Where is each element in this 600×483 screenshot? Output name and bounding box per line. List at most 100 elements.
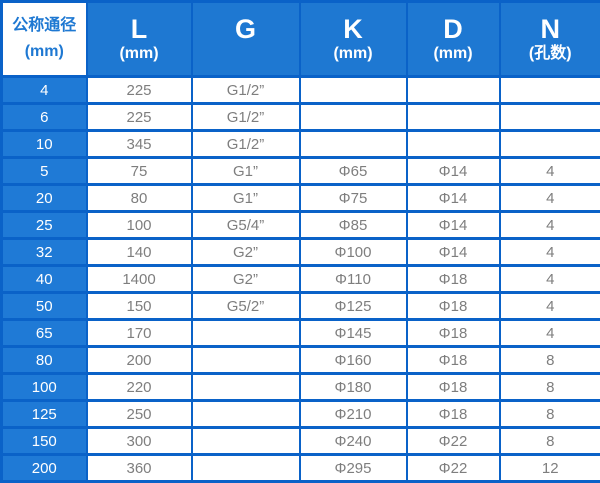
table-cell: 4 bbox=[500, 185, 600, 212]
table-cell: G2” bbox=[192, 239, 300, 266]
row-header: 25 bbox=[2, 212, 87, 239]
corner-header-title: 公称通径 bbox=[3, 13, 86, 39]
column-header-D: D (mm) bbox=[407, 2, 500, 77]
table-cell bbox=[192, 374, 300, 401]
table-cell bbox=[300, 77, 407, 104]
corner-header: 公称通径 (mm) bbox=[2, 2, 87, 77]
table-cell bbox=[192, 320, 300, 347]
table-cell: Φ85 bbox=[300, 212, 407, 239]
column-header-N: N (孔数) bbox=[500, 2, 600, 77]
table-cell: Φ14 bbox=[407, 212, 500, 239]
table-cell bbox=[192, 347, 300, 374]
table-cell: Φ18 bbox=[407, 266, 500, 293]
table-cell: 140 bbox=[87, 239, 192, 266]
table-cell: 250 bbox=[87, 401, 192, 428]
row-header: 65 bbox=[2, 320, 87, 347]
table-cell: Φ18 bbox=[407, 401, 500, 428]
table-cell bbox=[407, 77, 500, 104]
table-cell: Φ18 bbox=[407, 320, 500, 347]
row-header: 20 bbox=[2, 185, 87, 212]
table-cell: 8 bbox=[500, 347, 600, 374]
table-cell: Φ125 bbox=[300, 293, 407, 320]
table-cell: Φ180 bbox=[300, 374, 407, 401]
table-cell: 225 bbox=[87, 104, 192, 131]
table-cell: 200 bbox=[87, 347, 192, 374]
table-cell bbox=[192, 428, 300, 455]
table-cell: 4 bbox=[500, 293, 600, 320]
table-cell: Φ65 bbox=[300, 158, 407, 185]
table-cell: Φ240 bbox=[300, 428, 407, 455]
table-cell: 345 bbox=[87, 131, 192, 158]
table-cell: G1/2” bbox=[192, 77, 300, 104]
table-cell: Φ14 bbox=[407, 158, 500, 185]
row-header: 5 bbox=[2, 158, 87, 185]
table-cell: 170 bbox=[87, 320, 192, 347]
table-cell: Φ22 bbox=[407, 428, 500, 455]
table-cell: Φ295 bbox=[300, 455, 407, 482]
table-cell: 75 bbox=[87, 158, 192, 185]
table-cell: Φ18 bbox=[407, 293, 500, 320]
row-header: 4 bbox=[2, 77, 87, 104]
row-header: 200 bbox=[2, 455, 87, 482]
table-cell: Φ210 bbox=[300, 401, 407, 428]
table-cell: Φ18 bbox=[407, 347, 500, 374]
table-cell: G1” bbox=[192, 158, 300, 185]
row-header: 150 bbox=[2, 428, 87, 455]
table-cell: Φ14 bbox=[407, 185, 500, 212]
table-cell: 300 bbox=[87, 428, 192, 455]
table-cell: Φ18 bbox=[407, 374, 500, 401]
table-cell: Φ110 bbox=[300, 266, 407, 293]
corner-header-unit: (mm) bbox=[3, 39, 86, 65]
column-header-K: K (mm) bbox=[300, 2, 407, 77]
row-header: 10 bbox=[2, 131, 87, 158]
table-cell: 8 bbox=[500, 401, 600, 428]
table-cell: G5/2” bbox=[192, 293, 300, 320]
table-cell: 4 bbox=[500, 239, 600, 266]
table-cell bbox=[300, 131, 407, 158]
table-cell bbox=[407, 104, 500, 131]
table-cell: 12 bbox=[500, 455, 600, 482]
table-cell: G1/2” bbox=[192, 131, 300, 158]
table-cell: Φ14 bbox=[407, 239, 500, 266]
table-cell: Φ75 bbox=[300, 185, 407, 212]
table-cell bbox=[192, 455, 300, 482]
table-cell: 4 bbox=[500, 320, 600, 347]
table-cell: 8 bbox=[500, 374, 600, 401]
table-cell: Φ145 bbox=[300, 320, 407, 347]
table-cell: 220 bbox=[87, 374, 192, 401]
table-cell: Φ22 bbox=[407, 455, 500, 482]
row-header: 6 bbox=[2, 104, 87, 131]
table-cell: 4 bbox=[500, 212, 600, 239]
header-row: 公称通径 (mm) L (mm) G K (mm) D (mm) N (孔数) bbox=[2, 2, 600, 77]
table-cell: G1/2” bbox=[192, 104, 300, 131]
table-cell: G2” bbox=[192, 266, 300, 293]
row-header: 80 bbox=[2, 347, 87, 374]
table-cell: Φ160 bbox=[300, 347, 407, 374]
table-cell: 360 bbox=[87, 455, 192, 482]
table-cell: G5/4” bbox=[192, 212, 300, 239]
table-cell bbox=[500, 131, 600, 158]
table-cell: Φ100 bbox=[300, 239, 407, 266]
row-header: 50 bbox=[2, 293, 87, 320]
row-header: 32 bbox=[2, 239, 87, 266]
column-header-G: G bbox=[192, 2, 300, 77]
table-cell bbox=[500, 104, 600, 131]
table-cell: 1400 bbox=[87, 266, 192, 293]
column-header-L: L (mm) bbox=[87, 2, 192, 77]
table-cell bbox=[192, 401, 300, 428]
table-cell bbox=[500, 77, 600, 104]
